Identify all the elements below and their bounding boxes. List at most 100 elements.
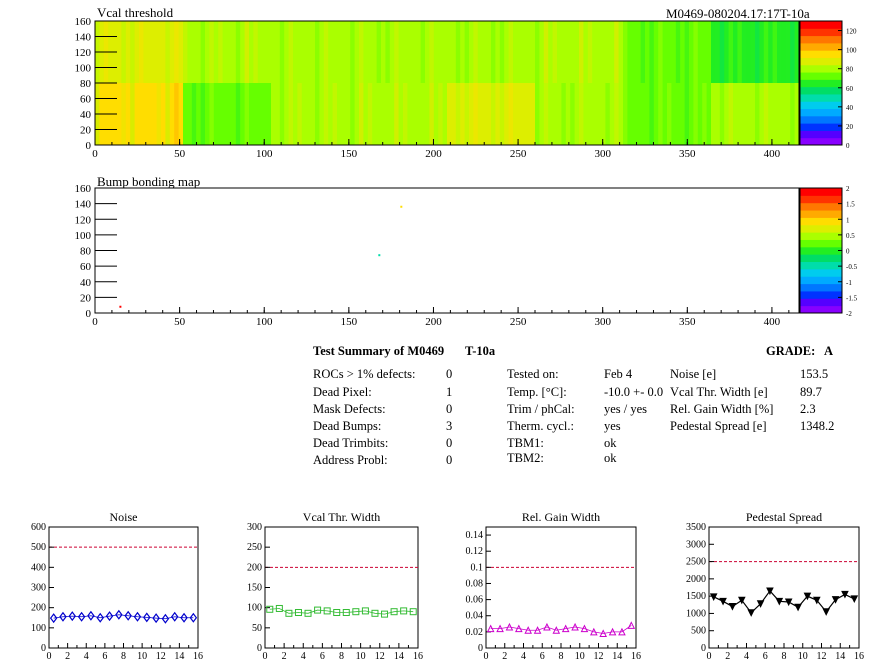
color-scale-step xyxy=(800,305,842,314)
roc-cell-texture xyxy=(658,21,663,83)
roc-cell-texture xyxy=(385,83,390,145)
roc-cell-texture xyxy=(297,21,302,83)
roc-cell-texture xyxy=(332,83,337,145)
data-point xyxy=(333,609,341,617)
roc-cell-texture xyxy=(147,83,153,145)
roc-cell-texture xyxy=(297,83,302,145)
data-point xyxy=(775,597,784,606)
y-tick-label: 100 xyxy=(75,63,92,75)
roc-cell-texture xyxy=(737,21,742,83)
roc-cell-texture xyxy=(755,21,760,83)
x-tick-label: 10 xyxy=(575,651,585,662)
color-scale-step xyxy=(800,57,842,66)
roc-cell-texture xyxy=(429,83,434,145)
color-scale-step xyxy=(800,72,842,80)
color-scale-label: -1.5 xyxy=(846,294,858,302)
result-label: Rel. Gain Width [%] xyxy=(670,402,774,416)
data-point xyxy=(766,587,774,596)
y-tick-label: 0 xyxy=(41,643,46,654)
x-tick-label: 12 xyxy=(817,651,827,662)
defect-value: 3 xyxy=(446,419,453,433)
data-point xyxy=(599,629,607,637)
roc-cell-texture xyxy=(675,21,681,83)
x-tick-label: 150 xyxy=(341,316,358,328)
data-point xyxy=(59,611,67,622)
condition-label: TBM2: xyxy=(507,451,544,465)
roc-cell xyxy=(623,21,711,83)
roc-cell-texture xyxy=(684,83,689,145)
color-scale-label: 2 xyxy=(846,185,850,193)
roc-cell-texture xyxy=(623,83,628,145)
roc-cell-texture xyxy=(253,21,258,83)
x-tick-label: 400 xyxy=(764,316,781,328)
color-scale-label: 60 xyxy=(846,85,854,93)
y-tick-label: 600 xyxy=(31,522,46,533)
y-tick-label: 500 xyxy=(31,542,46,553)
roc-cell-texture xyxy=(535,83,540,145)
color-scale-step xyxy=(800,21,842,29)
data-point xyxy=(285,609,293,617)
roc-cell-texture xyxy=(341,83,346,145)
roc-cell-texture xyxy=(464,83,469,145)
data-point xyxy=(756,600,765,608)
color-scale-step xyxy=(800,195,842,204)
roc-cell-texture xyxy=(702,83,707,145)
condition-value: ok xyxy=(604,451,617,465)
color-scale-step xyxy=(800,130,842,139)
defect-value: 0 xyxy=(446,367,453,381)
data-point xyxy=(87,610,95,621)
roc-cell xyxy=(535,83,623,145)
roc-cell-texture xyxy=(491,21,496,83)
roc-cell-texture xyxy=(684,21,689,83)
y-tick-label: 60 xyxy=(80,94,92,106)
color-scale-label: 1.5 xyxy=(846,201,855,209)
color-scale-step xyxy=(800,50,842,58)
result-value: 89.7 xyxy=(800,385,822,399)
x-tick-label: 10 xyxy=(356,651,366,662)
color-scale-step xyxy=(800,123,842,131)
defect-label: Dead Bumps: xyxy=(313,419,382,433)
defect-label: Dead Pixel: xyxy=(313,385,372,399)
y-tick-label: 100 xyxy=(247,603,262,614)
roc-cell-texture xyxy=(667,83,672,145)
roc-cell-texture xyxy=(420,83,425,145)
data-point xyxy=(323,607,331,615)
roc-cell xyxy=(271,83,359,145)
roc-cell-texture xyxy=(218,83,223,145)
color-scale-label: 100 xyxy=(846,47,857,55)
roc-cell-texture xyxy=(579,21,584,83)
color-scale-step xyxy=(800,108,842,117)
data-point xyxy=(533,626,542,634)
plot-title: Bump bonding map xyxy=(97,174,200,189)
roc-cell xyxy=(359,83,447,145)
y-tick-label: 1000 xyxy=(686,608,706,619)
x-tick-label: 4 xyxy=(744,651,749,662)
roc-cell-texture xyxy=(279,21,285,83)
roc-cell-texture xyxy=(790,83,795,145)
color-scale-frame xyxy=(799,20,843,146)
x-tick-label: 0 xyxy=(47,651,52,662)
roc-cell-texture xyxy=(728,83,733,145)
roc-cell-texture xyxy=(719,21,725,83)
roc-cell-texture xyxy=(447,21,452,83)
roc-cell-texture xyxy=(640,21,645,83)
x-tick-label: 8 xyxy=(339,651,344,662)
data-point xyxy=(590,627,598,636)
roc-cell-texture xyxy=(491,83,496,145)
defect-value: 0 xyxy=(446,453,453,467)
roc-cell-texture xyxy=(508,21,513,83)
roc-cell-texture xyxy=(614,83,619,145)
defect-value: 0 xyxy=(446,402,453,416)
grade-value: A xyxy=(824,344,834,358)
y-tick-label: 100 xyxy=(31,623,46,634)
roc-cell-texture xyxy=(631,21,637,83)
y-tick-label: 400 xyxy=(31,562,46,573)
color-scale-step xyxy=(800,28,842,37)
data-point xyxy=(524,626,532,634)
condition-value: yes xyxy=(604,419,621,433)
data-point xyxy=(304,609,312,617)
color-scale-label: 0.5 xyxy=(846,232,855,240)
roc-cell-texture xyxy=(482,21,487,83)
